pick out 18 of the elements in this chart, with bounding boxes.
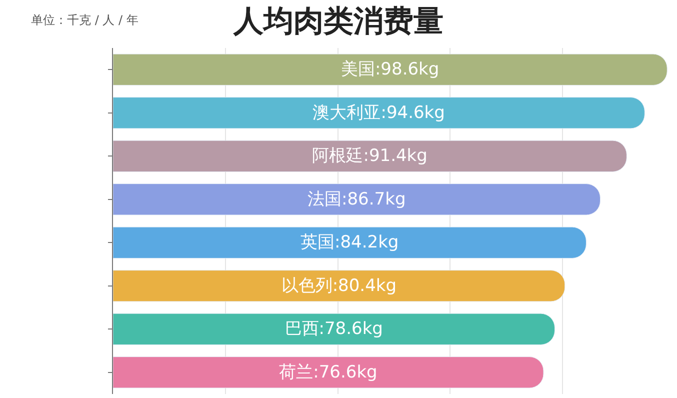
bar [113,140,627,172]
bar [113,54,668,86]
data-label: 荷兰:76.6kg [279,362,378,382]
data-label: 美国:98.6kg [340,60,440,80]
data-label: 英国:84.2kg [300,232,399,253]
chart-subtitle: 单位：千克 / 人 / 年 [31,13,138,27]
bar [113,313,555,345]
data-label: 阿根廷:91.4kg [312,146,428,166]
bar [113,226,586,258]
bar [113,356,544,388]
bar [113,184,600,216]
bar [113,270,566,302]
data-label: 以色列:80.4kg [281,276,397,296]
data-label: 巴西:78.6kg [284,319,383,340]
data-label: 澳大利亚:94.6kg [312,102,445,123]
bar [113,97,645,129]
chart-title: 人均肉类消费量 [232,4,444,40]
data-label: 法国:86.7kg [308,189,406,210]
